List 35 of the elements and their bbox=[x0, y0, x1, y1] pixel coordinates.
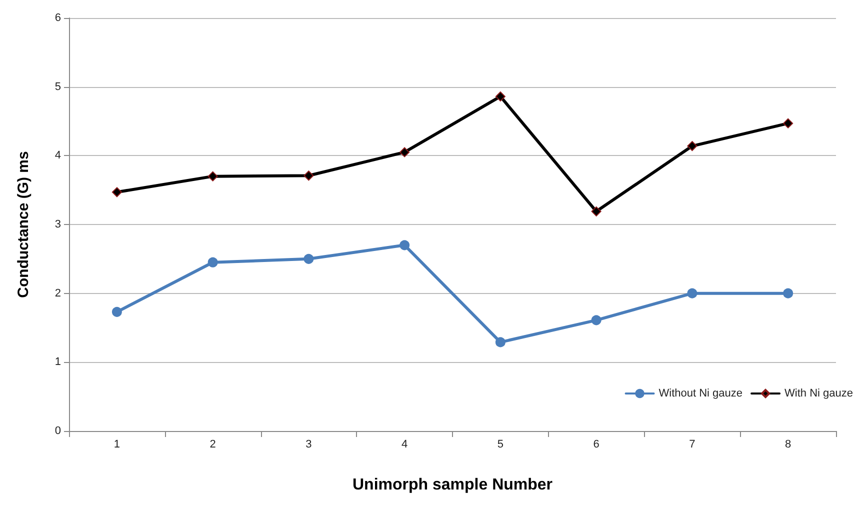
x-tick-label: 3 bbox=[306, 438, 312, 450]
x-axis-title: Unimorph sample Number bbox=[352, 476, 553, 494]
x-tick-label: 4 bbox=[402, 438, 408, 450]
y-tick-label: 3 bbox=[54, 218, 61, 230]
point bbox=[687, 288, 698, 298]
y-tick-label: 2 bbox=[54, 287, 61, 300]
point bbox=[208, 257, 218, 268]
point bbox=[591, 206, 602, 216]
legend-label: With Ni gauze bbox=[784, 388, 854, 400]
point bbox=[208, 171, 218, 182]
point bbox=[783, 118, 794, 128]
y-tick-label: 1 bbox=[54, 356, 61, 368]
x-tick-label: 8 bbox=[785, 438, 792, 450]
x-tick-label: 1 bbox=[114, 438, 120, 450]
point bbox=[495, 91, 506, 102]
point bbox=[112, 187, 122, 198]
point bbox=[495, 337, 506, 348]
y-tick-label: 5 bbox=[54, 80, 61, 93]
point bbox=[400, 240, 410, 250]
x-tick-label: 6 bbox=[593, 438, 600, 450]
point bbox=[687, 141, 698, 152]
y-tick-label: 6 bbox=[54, 12, 61, 24]
point bbox=[112, 306, 122, 317]
legend-label: Without Ni gauze bbox=[658, 388, 743, 400]
point bbox=[304, 254, 314, 264]
point bbox=[304, 170, 314, 181]
x-tick-label: 5 bbox=[497, 438, 504, 450]
point bbox=[400, 147, 410, 158]
y-axis-title: Conductance (G) ms bbox=[15, 151, 32, 298]
point bbox=[591, 315, 602, 326]
x-tick-label: 2 bbox=[210, 438, 216, 450]
x-tick-label: 7 bbox=[689, 438, 696, 450]
point bbox=[783, 288, 794, 298]
y-tick-label: 0 bbox=[54, 425, 61, 437]
y-tick-label: 4 bbox=[54, 150, 61, 162]
